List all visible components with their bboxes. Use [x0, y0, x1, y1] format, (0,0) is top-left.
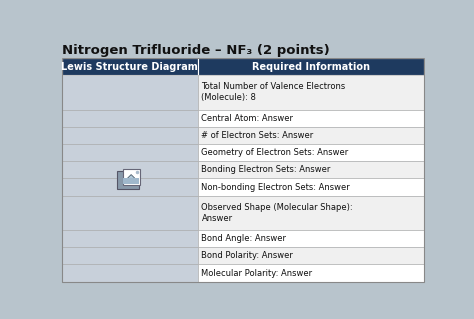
Bar	[62, 196, 198, 230]
Bar	[198, 196, 424, 230]
Text: Bond Angle: Answer: Bond Angle: Answer	[201, 234, 286, 243]
Bar	[198, 127, 424, 144]
Bar	[198, 58, 424, 75]
Text: Bond Polarity: Answer: Bond Polarity: Answer	[201, 251, 293, 260]
Bar	[198, 178, 424, 196]
Text: Required Information: Required Information	[252, 62, 370, 72]
Bar	[198, 144, 424, 161]
Polygon shape	[127, 174, 135, 178]
Bar	[62, 58, 198, 75]
Text: Central Atom: Answer: Central Atom: Answer	[201, 114, 293, 123]
Bar	[62, 75, 198, 110]
Bar	[123, 169, 140, 185]
Text: Non-bonding Electron Sets: Answer: Non-bonding Electron Sets: Answer	[201, 182, 350, 191]
Bar	[123, 178, 139, 184]
Bar	[62, 264, 198, 282]
Bar	[117, 171, 139, 189]
Bar	[198, 161, 424, 178]
Bar	[198, 75, 424, 110]
Bar	[62, 178, 198, 196]
Bar	[62, 247, 198, 264]
Text: Lewis Structure Diagram: Lewis Structure Diagram	[61, 62, 198, 72]
Bar	[198, 247, 424, 264]
Bar	[198, 264, 424, 282]
Bar	[198, 110, 424, 127]
Text: Geometry of Electron Sets: Answer: Geometry of Electron Sets: Answer	[201, 148, 349, 157]
Text: Observed Shape (Molecular Shape):
Answer: Observed Shape (Molecular Shape): Answer	[201, 203, 353, 223]
Text: Nitrogen Trifluoride – NF₃ (2 points): Nitrogen Trifluoride – NF₃ (2 points)	[63, 44, 330, 57]
Text: Bonding Electron Sets: Answer: Bonding Electron Sets: Answer	[201, 165, 331, 174]
Bar	[62, 230, 198, 247]
Text: Total Number of Valence Electrons
(Molecule): 8: Total Number of Valence Electrons (Molec…	[201, 82, 346, 102]
Bar	[62, 144, 198, 161]
Bar	[62, 127, 198, 144]
Bar	[198, 230, 424, 247]
Bar	[62, 161, 198, 178]
Text: # of Electron Sets: Answer: # of Electron Sets: Answer	[201, 131, 314, 140]
Bar	[62, 110, 198, 127]
Text: Molecular Polarity: Answer: Molecular Polarity: Answer	[201, 269, 312, 278]
